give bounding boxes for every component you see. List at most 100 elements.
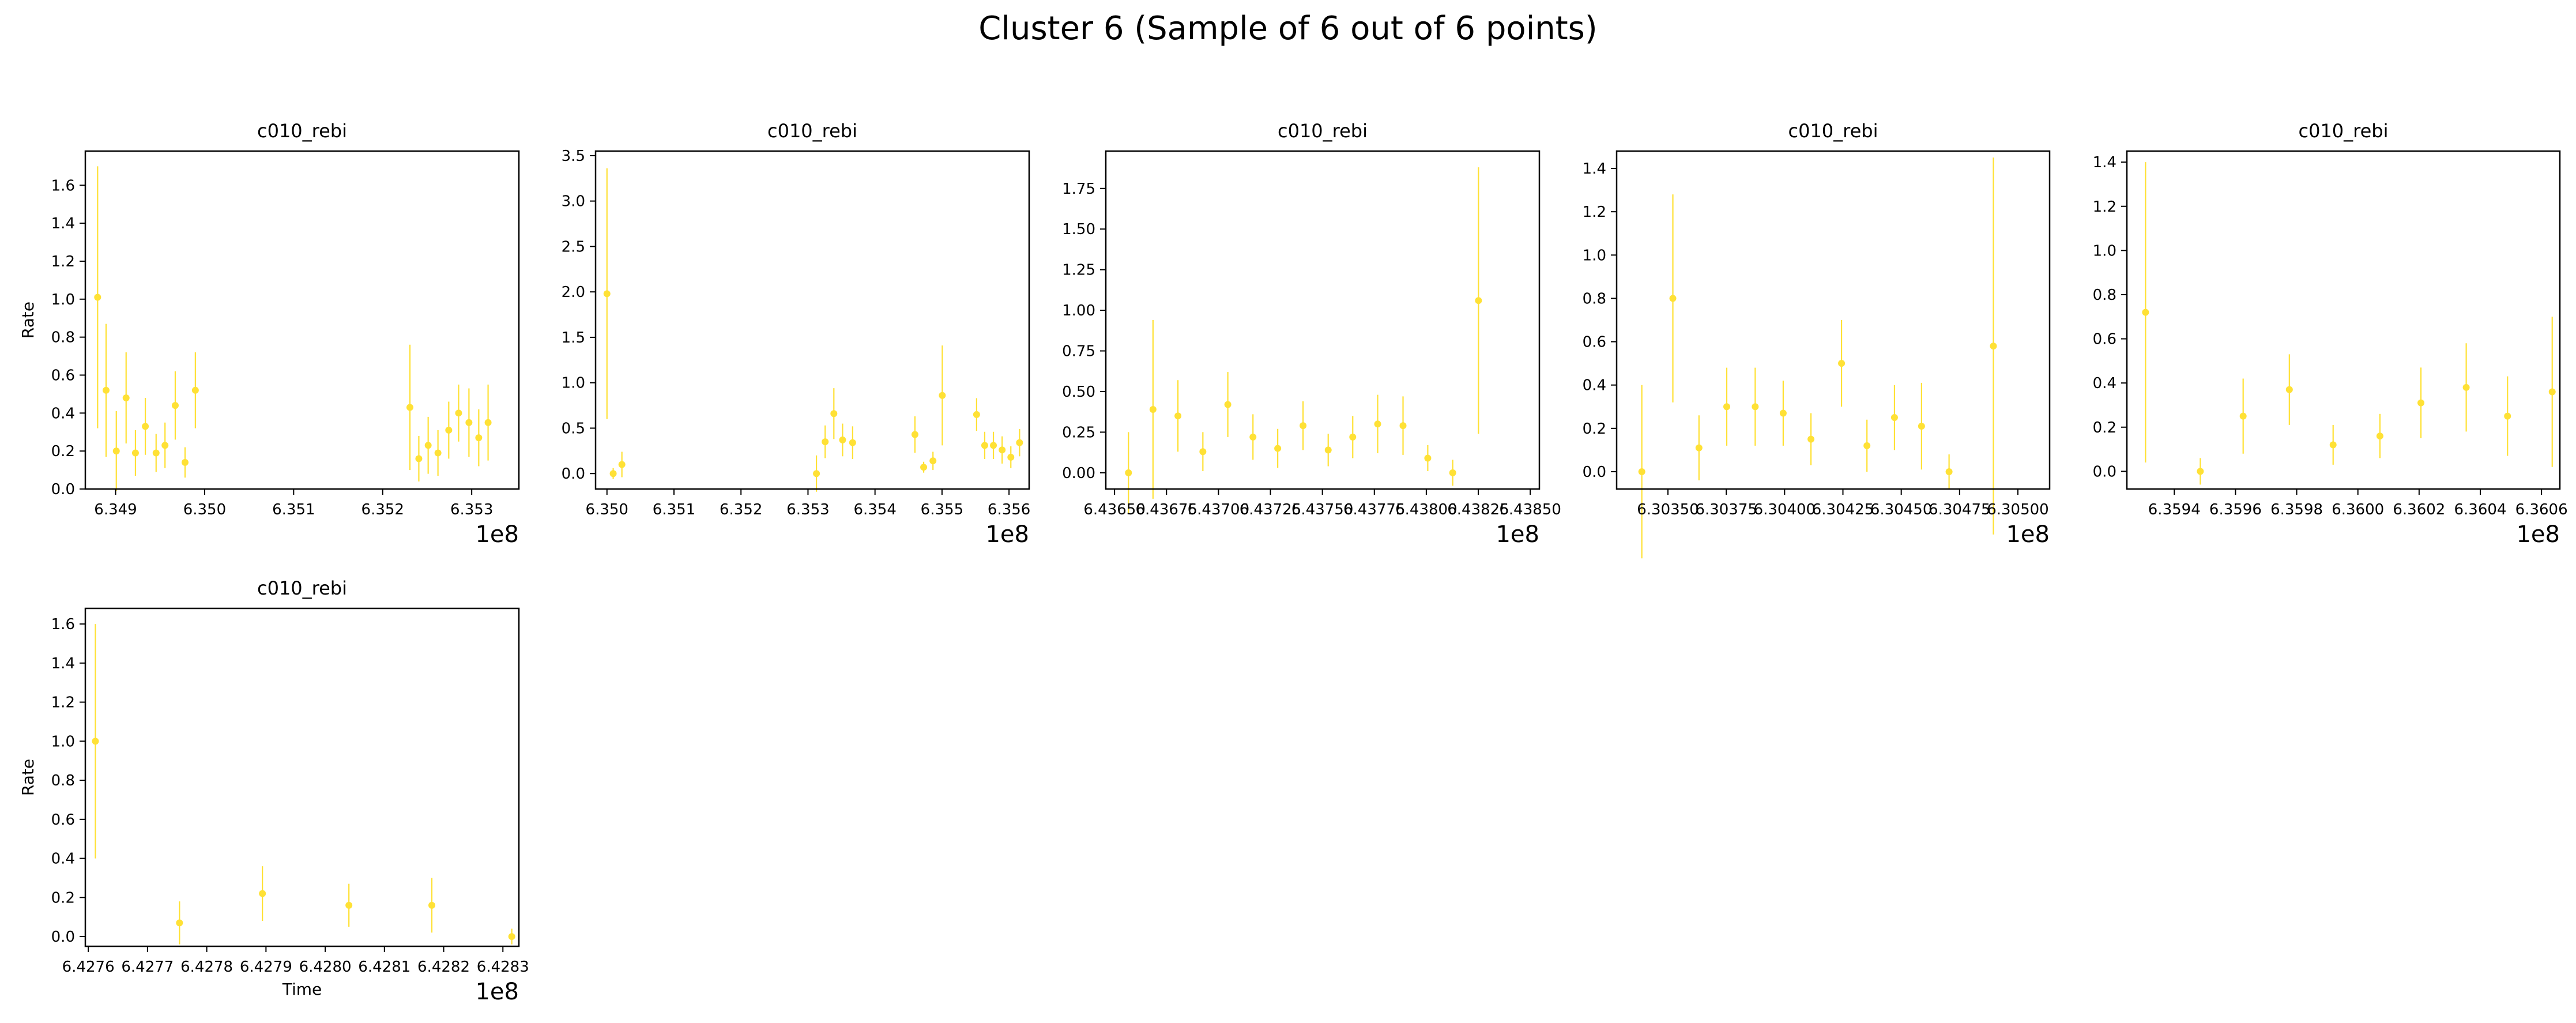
y-tick-label: 1.0 xyxy=(562,375,585,392)
data-point xyxy=(465,388,473,457)
data-point xyxy=(1300,401,1307,450)
data-point xyxy=(152,434,160,472)
point-marker xyxy=(1475,297,1482,304)
point-marker xyxy=(1807,435,1815,443)
point-marker xyxy=(813,470,820,477)
x-tick-label: 6.355 xyxy=(921,501,963,518)
point-marker xyxy=(1945,468,1953,475)
point-marker xyxy=(2142,309,2149,316)
data-point xyxy=(1752,367,1759,446)
x-tick-label: 6.3596 xyxy=(2209,501,2262,518)
subplot-3: c010_rebi6.436506.436756.437006.437256.4… xyxy=(1062,120,1561,548)
data-point xyxy=(434,430,442,476)
point-marker xyxy=(973,411,980,418)
point-marker xyxy=(2462,383,2470,391)
y-axis-label: Rate xyxy=(18,302,37,339)
data-point xyxy=(973,398,980,431)
y-tick-label: 1.4 xyxy=(1583,160,1606,178)
y-tick-label: 2.5 xyxy=(562,238,585,255)
data-point xyxy=(508,928,515,945)
subplot-6: c010_rebi 6.4276 6.4277 6.4278 6.4279 6.4280 6… xyxy=(18,577,529,1005)
x-tick-label: 6.352 xyxy=(720,501,762,518)
data-point xyxy=(830,388,838,439)
x-axis-label: Time xyxy=(282,980,322,999)
x-tick-label: 6.353 xyxy=(786,501,829,518)
x-tick-label: 6.4283 xyxy=(477,958,529,976)
point-marker xyxy=(1016,439,1023,446)
data-point xyxy=(1890,385,1898,450)
data-point xyxy=(2417,367,2425,438)
subplot-1: c010_rebi 6.349 6.350 6.351 6.352 6.353 0.0 0.2… xyxy=(18,120,520,548)
data-point xyxy=(2504,376,2511,456)
y-tick-label: 0.0 xyxy=(562,465,585,483)
data-point xyxy=(94,166,101,428)
x-tick-label: 6.354 xyxy=(853,501,896,518)
point-marker xyxy=(1638,468,1645,475)
data-point xyxy=(1324,434,1332,467)
subplot-title: c010_rebi xyxy=(1788,120,1878,142)
x-tick-label: 6.4282 xyxy=(417,958,470,976)
y-tick-label: 0.0 xyxy=(51,928,75,946)
x-tick-label: 6.3606 xyxy=(2515,501,2568,518)
y-tick-label: 1.2 xyxy=(2093,198,2116,216)
y-tick-label: 0.8 xyxy=(1583,290,1606,307)
data-point xyxy=(1990,157,1997,535)
data-point xyxy=(813,455,820,492)
y-tick-label: 0.00 xyxy=(1062,465,1095,482)
x-tick-label: 6.30350 xyxy=(1637,501,1699,518)
y-tick-label: 0.8 xyxy=(51,772,75,789)
data-point xyxy=(1274,428,1282,468)
y-tick-label: 0.25 xyxy=(1062,424,1095,441)
y-tick-label: 0.2 xyxy=(51,443,75,460)
x-tick-label: 6.4277 xyxy=(121,958,174,976)
point-marker xyxy=(990,442,997,449)
y-tick-label: 1.0 xyxy=(1583,247,1606,264)
x-tick-label: 6.3594 xyxy=(2148,501,2201,518)
point-marker xyxy=(1149,405,1157,413)
point-marker xyxy=(131,449,139,457)
data-point xyxy=(990,431,997,460)
data-point xyxy=(2462,343,2470,432)
data-point xyxy=(2142,162,2149,463)
axes-frame xyxy=(84,150,520,490)
point-marker xyxy=(424,442,432,449)
point-marker xyxy=(1890,414,1898,422)
data-point xyxy=(1723,367,1730,446)
y-tick-label: 1.2 xyxy=(51,694,75,712)
data-point xyxy=(1863,419,1871,472)
x-tick-label: 6.43650 xyxy=(1083,501,1146,518)
x-tick-label: 6.4279 xyxy=(240,958,292,976)
y-tick-label: 1.2 xyxy=(51,253,75,270)
point-marker xyxy=(1669,295,1677,302)
y-tick-label: 3.0 xyxy=(562,193,585,210)
point-marker xyxy=(152,449,160,457)
axis-offset-label: 1e8 xyxy=(2006,521,2050,548)
point-marker xyxy=(1863,442,1871,449)
data-point xyxy=(2285,354,2293,425)
point-marker xyxy=(434,449,442,457)
data-point xyxy=(428,878,435,933)
data-point xyxy=(445,401,453,459)
data-point xyxy=(981,431,988,460)
x-tick-label: 6.4280 xyxy=(299,958,352,976)
point-marker xyxy=(830,410,838,418)
x-tick-label: 6.4276 xyxy=(62,958,115,976)
x-tick-label: 6.30375 xyxy=(1695,501,1757,518)
subplot-title: c010_rebi xyxy=(257,120,347,142)
point-marker xyxy=(191,386,199,394)
point-marker xyxy=(508,933,515,941)
data-point xyxy=(161,422,169,468)
point-marker xyxy=(1125,469,1132,476)
point-marker xyxy=(603,290,611,298)
subplot-4: c010_rebi6.303506.303756.304006.304256.3… xyxy=(1583,120,2051,559)
point-marker xyxy=(1779,409,1787,417)
x-tick-label: 6.43750 xyxy=(1291,501,1354,518)
point-marker xyxy=(1249,433,1257,441)
axis-offset-label: 1e8 xyxy=(475,979,519,1005)
data-point xyxy=(609,468,617,479)
point-marker xyxy=(1723,403,1730,411)
data-point xyxy=(122,352,130,443)
y-tick-label: 1.25 xyxy=(1062,262,1095,279)
subplot-2: c010_rebi 6.350 6.351 6.352 6.353 6.354 6.355 6… xyxy=(562,120,1031,548)
point-marker xyxy=(102,386,110,394)
